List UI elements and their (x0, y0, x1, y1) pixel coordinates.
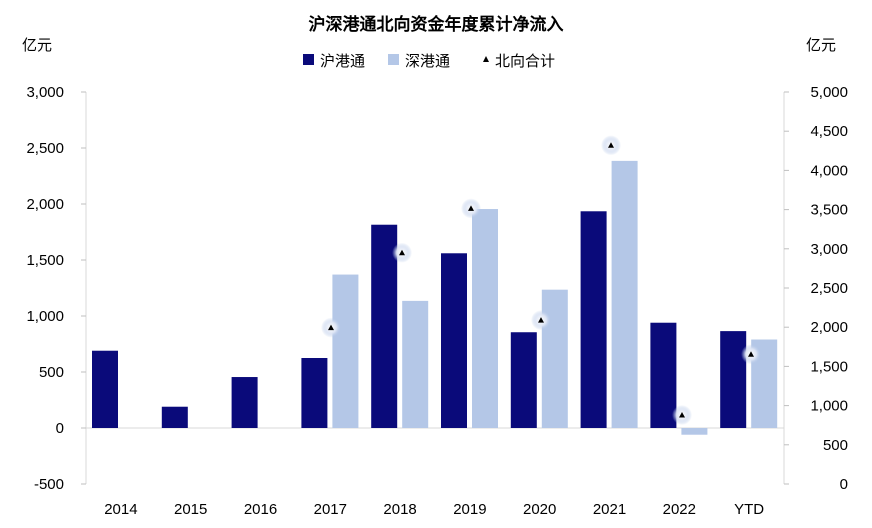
left-tick-label: 1,500 (26, 252, 64, 269)
bar-hugangtong (720, 331, 747, 428)
right-axis-unit: 亿元 (806, 36, 836, 54)
total-marker (468, 205, 474, 211)
left-tick-label: -500 (34, 476, 64, 493)
right-tick-label: 3,500 (810, 202, 848, 219)
bar-hugangtong (231, 377, 258, 428)
bars (92, 160, 778, 435)
bar-hugangtong (161, 406, 188, 428)
legend-marker-total (483, 56, 489, 62)
left-tick-label: 2,000 (26, 196, 64, 213)
right-tick-label: 0 (840, 476, 848, 493)
legend-label-shengangtong: 深港通 (405, 52, 450, 70)
x-tick-label: 2021 (593, 501, 626, 518)
right-tick-label: 1,500 (810, 358, 848, 375)
axes: 3,000 2,500 2,000 1,500 1,000 500 0 -500 5,000 4,… (26, 84, 848, 493)
total-marker (679, 412, 685, 418)
total-marker (608, 142, 614, 148)
bar-hugangtong (441, 253, 467, 428)
x-tick-label: 2016 (244, 501, 277, 518)
x-tick-label: 2018 (383, 501, 416, 518)
x-tick-label: 2019 (453, 501, 486, 518)
right-tick-label: 1,000 (810, 398, 848, 415)
bar-hugangtong (371, 224, 398, 428)
legend-label-total: 北向合计 (495, 52, 555, 70)
chart-title: 沪深港通北向资金年度累计净流入 (309, 14, 564, 35)
x-tick-label: 2014 (104, 501, 137, 518)
total-marker (748, 351, 754, 357)
x-axis-labels: 2014 2015 2016 2017 2018 2019 2020 2021 2022 YTD (104, 501, 764, 518)
total-marker (538, 317, 544, 323)
left-tick-label: 2,500 (26, 140, 64, 157)
total-marker (328, 324, 334, 331)
x-tick-label: 2022 (663, 501, 696, 518)
left-tick-label: 1,000 (26, 308, 64, 325)
x-tick-label: YTD (734, 501, 764, 518)
legend-swatch-hugangtong (303, 54, 314, 65)
right-tick-label: 4,500 (810, 123, 848, 140)
left-tick-label: 3,000 (26, 84, 64, 101)
right-tick-label: 2,500 (810, 280, 848, 297)
legend-label-hugangtong: 沪港通 (320, 52, 365, 70)
legend: 沪港通 深港通 北向合计 (303, 52, 555, 70)
bar-hugangtong (92, 350, 118, 428)
left-axis-unit: 亿元 (22, 36, 52, 54)
total-marker (399, 249, 405, 256)
bar-shengangtong (681, 428, 708, 435)
x-tick-label: 2017 (314, 501, 347, 518)
bar-shengangtong (402, 300, 429, 428)
bar-shengangtong (611, 160, 638, 428)
right-tick-label: 5,000 (810, 84, 848, 101)
right-tick-label: 500 (823, 437, 848, 454)
bar-hugangtong (510, 332, 537, 428)
right-tick-label: 2,000 (810, 319, 848, 336)
total-markers (321, 135, 761, 426)
x-tick-label: 2020 (523, 501, 556, 518)
left-tick-label: 0 (56, 420, 64, 437)
bar-shengangtong (332, 274, 359, 428)
legend-swatch-shengangtong (388, 54, 399, 65)
bar-shengangtong (472, 209, 498, 428)
bar-hugangtong (580, 211, 607, 428)
bar-shengangtong (541, 289, 568, 428)
bar-hugangtong (301, 358, 328, 428)
right-tick-label: 4,000 (810, 162, 848, 179)
bar-hugangtong (650, 322, 677, 428)
x-tick-label: 2015 (174, 501, 207, 518)
left-tick-label: 500 (39, 364, 64, 381)
right-tick-label: 3,000 (810, 241, 848, 258)
